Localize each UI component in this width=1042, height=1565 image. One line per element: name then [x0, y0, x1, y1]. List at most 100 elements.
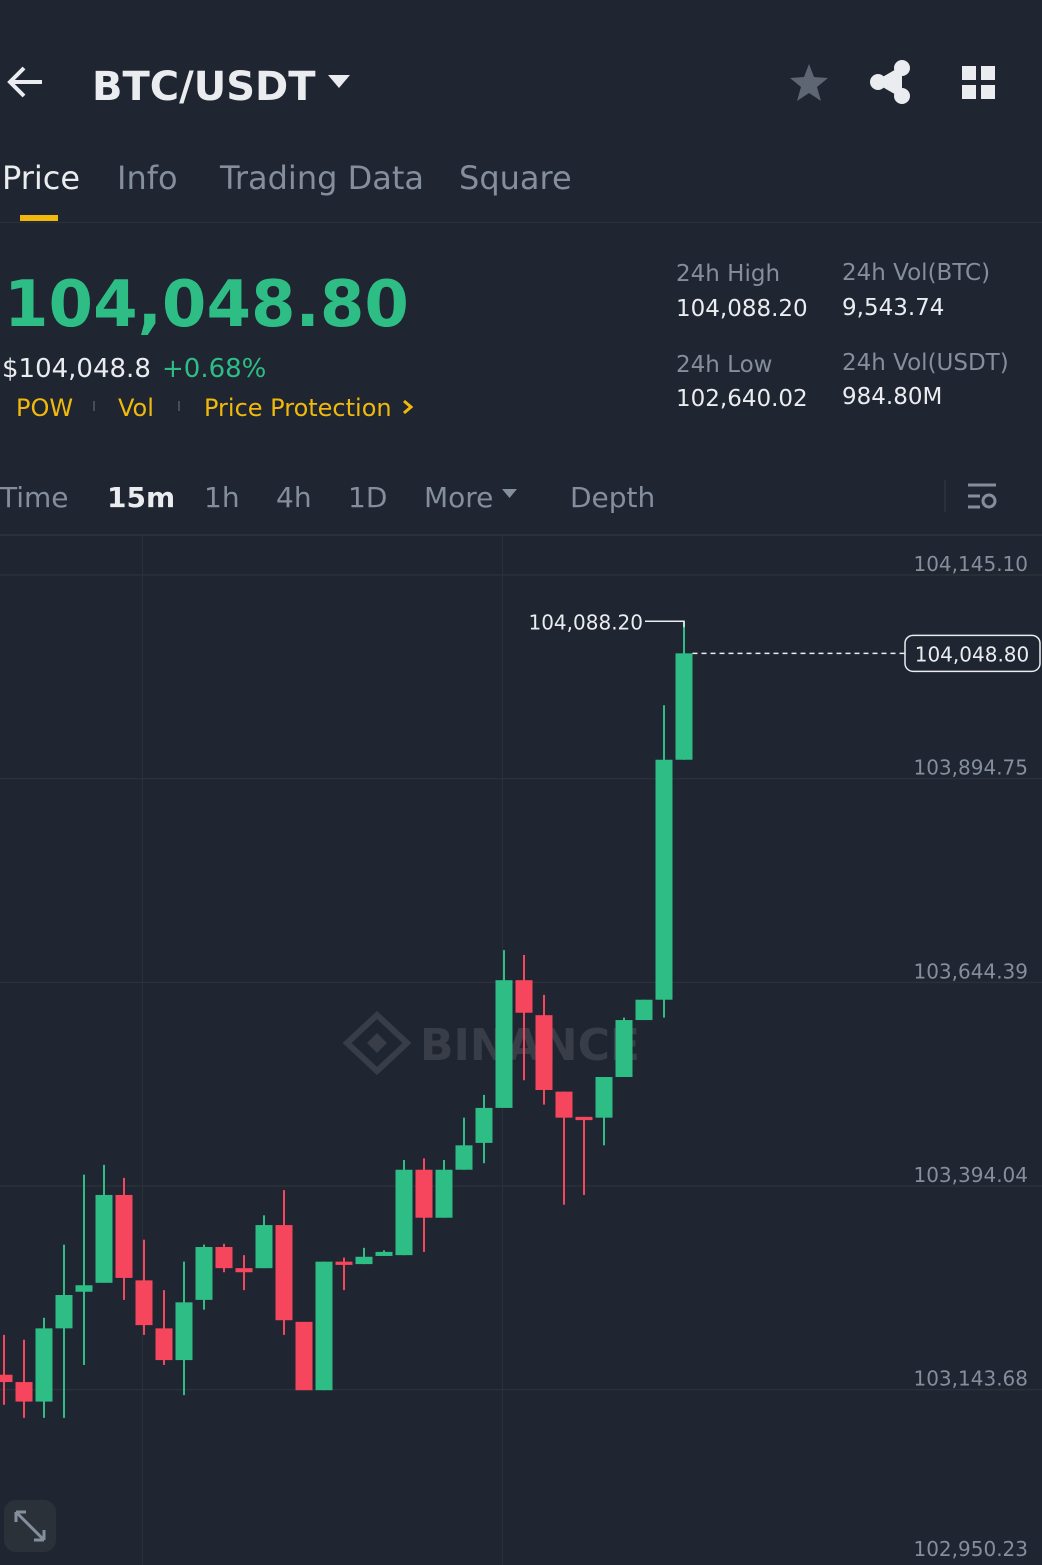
candle: [115, 1177, 133, 1300]
candle: [395, 1159, 413, 1256]
candle-body: [75, 1285, 93, 1292]
last-price-box: [904, 634, 1041, 673]
interval[interactable]: 1h: [204, 481, 240, 514]
y-tick-label: 104,145.10: [913, 552, 1028, 576]
candle: [35, 1317, 53, 1418]
candle: [255, 1215, 273, 1269]
tab[interactable]: Square: [459, 159, 572, 197]
candle: [475, 1094, 493, 1164]
stat-value: 984.80M: [842, 384, 942, 410]
watermark-text: BINANCE: [420, 1020, 640, 1071]
tab-indicator: [20, 215, 58, 221]
candle: [535, 994, 553, 1105]
separator: [93, 401, 95, 411]
stat-label: 24h High: [676, 261, 780, 287]
candle: [55, 1244, 73, 1418]
candle: [515, 954, 533, 1081]
stat-value: 102,640.02: [676, 386, 808, 412]
candle-body: [175, 1302, 193, 1361]
candle: [15, 1339, 33, 1418]
candle-body: [475, 1107, 493, 1143]
candle-body: [315, 1261, 333, 1391]
interval[interactable]: Depth: [570, 481, 655, 514]
y-tick-label: 103,644.39: [913, 959, 1028, 983]
tab[interactable]: Price: [2, 159, 80, 197]
interval[interactable]: 4h: [276, 481, 312, 514]
candle-body: [655, 759, 673, 1000]
candle-body: [275, 1225, 293, 1321]
interval[interactable]: Time: [0, 481, 69, 514]
candle: [295, 1321, 313, 1391]
y-tick-label: 103,143.68: [913, 1367, 1028, 1391]
candle: [215, 1243, 233, 1273]
candle-body: [415, 1169, 433, 1218]
candle-body: [515, 980, 533, 1013]
divider: [0, 534, 1042, 536]
stat-label: 24h Low: [676, 352, 772, 378]
more-dropdown[interactable]: [502, 489, 517, 498]
candle: [355, 1247, 373, 1265]
candle: [195, 1244, 213, 1310]
candle: [335, 1257, 353, 1291]
interval[interactable]: More: [424, 481, 493, 514]
interval[interactable]: 1D: [348, 481, 387, 514]
tag[interactable]: Price Protection: [204, 394, 392, 422]
candle-body: [235, 1268, 253, 1273]
pair-dropdown[interactable]: [328, 75, 350, 88]
divider: [0, 222, 1042, 223]
candle-body: [455, 1145, 473, 1170]
candle: [575, 1116, 593, 1195]
candle-body: [635, 999, 653, 1021]
fullscreen-button[interactable]: [4, 1500, 56, 1552]
candle: [175, 1261, 193, 1396]
candle-body: [295, 1321, 313, 1391]
candle: [675, 621, 693, 760]
chart-settings-icon[interactable]: [968, 483, 997, 509]
stat-label: 24h Vol(BTC): [842, 260, 990, 286]
candle-body: [395, 1169, 413, 1256]
candle: [155, 1290, 173, 1365]
tag[interactable]: POW: [16, 394, 73, 422]
back-button[interactable]: [7, 66, 42, 98]
candle-body: [15, 1382, 33, 1402]
stat-value: 104,088.20: [676, 296, 808, 322]
chevron[interactable]: [403, 399, 414, 415]
candle: [495, 950, 513, 1108]
high-marker-label: 104,088.20: [528, 610, 643, 634]
candle: [415, 1158, 433, 1252]
candle-body: [215, 1247, 233, 1269]
candle: [435, 1159, 453, 1218]
interval[interactable]: 15m: [107, 481, 175, 514]
candle-body: [375, 1251, 393, 1256]
candle: [135, 1239, 153, 1335]
y-tick-label: 103,894.75: [913, 756, 1028, 780]
candle-body: [555, 1091, 573, 1118]
candle-body: [55, 1295, 73, 1329]
candle: [75, 1174, 93, 1365]
share-icon[interactable]: [870, 60, 910, 104]
tab[interactable]: Info: [117, 159, 178, 197]
candle-body: [0, 1374, 13, 1383]
y-tick-label: 102,950.23: [913, 1537, 1028, 1561]
candle-body: [195, 1247, 213, 1300]
candle: [315, 1261, 333, 1391]
candle: [455, 1117, 473, 1170]
candle-body: [355, 1256, 373, 1265]
time-grid-line: [142, 536, 143, 1565]
separator: [944, 480, 946, 512]
candle-body: [115, 1194, 133, 1278]
grid-icon[interactable]: [962, 66, 995, 99]
candle: [375, 1250, 393, 1256]
candle: [615, 1017, 633, 1077]
pair-title[interactable]: BTC/USDT: [92, 64, 316, 110]
tag[interactable]: Vol: [118, 394, 154, 422]
candle-body: [615, 1020, 633, 1077]
tab[interactable]: Trading Data: [219, 159, 424, 197]
usd-price: $104,048.8: [2, 354, 151, 384]
change: +0.68%: [162, 354, 266, 384]
candle: [555, 1091, 573, 1205]
favorite-icon[interactable]: [790, 64, 828, 101]
